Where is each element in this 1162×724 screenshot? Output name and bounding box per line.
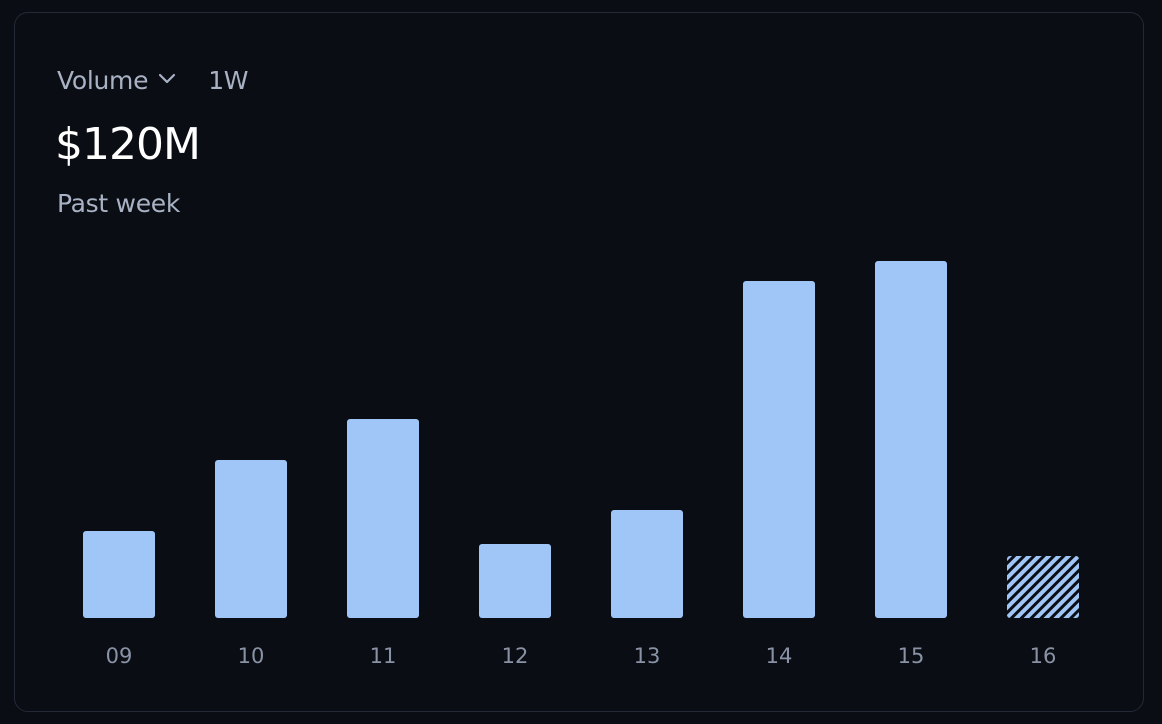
volume-bar-chart: 09 10 11 12 13 14 15 16 [83,261,1079,668]
card-header: Volume 1W [57,63,249,97]
x-tick-label: 12 [502,644,529,668]
period-subtitle: Past week [57,189,181,218]
bar-09[interactable] [83,531,155,618]
x-tick-label: 11 [370,644,397,668]
metric-dropdown-label: Volume [57,65,149,95]
x-tick-label: 14 [766,644,793,668]
metric-dropdown[interactable]: Volume [57,66,176,95]
x-tick-label: 16 [1030,644,1057,668]
bar-partial-16[interactable] [1007,556,1079,618]
bars-group [83,261,1079,618]
bar-11[interactable] [347,419,419,618]
x-tick-label: 15 [898,644,925,668]
total-volume-value: $120M [55,119,201,170]
x-tick-label: 13 [634,644,661,668]
x-tick-label: 09 [106,644,133,668]
x-tick-label: 10 [238,644,265,668]
volume-card: Volume 1W $120M Past week 09 10 11 12 13 14 15… [14,12,1144,712]
bar-15[interactable] [875,261,947,618]
bar-12[interactable] [479,544,551,618]
bar-13[interactable] [611,510,683,618]
x-axis-ticks: 09 10 11 12 13 14 15 16 [106,644,1057,668]
time-range-selector[interactable]: 1W [208,65,249,95]
bar-14[interactable] [743,281,815,618]
chevron-down-icon [158,69,176,88]
bar-10[interactable] [215,460,287,618]
